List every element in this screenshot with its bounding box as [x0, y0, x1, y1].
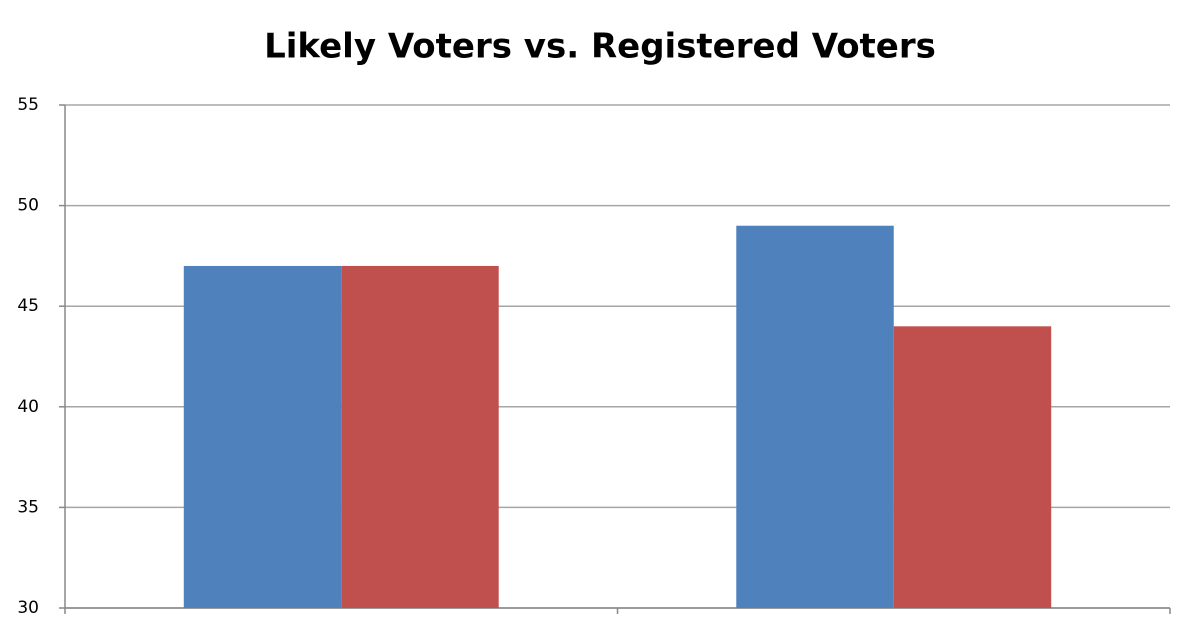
y-tick-label: 35 — [17, 497, 39, 517]
y-tick-label: 45 — [17, 296, 39, 316]
y-tick-label: 30 — [17, 598, 39, 618]
y-tick-label: 50 — [17, 196, 39, 216]
bar — [893, 326, 1052, 608]
bar — [736, 225, 894, 608]
y-tick-label: 55 — [17, 95, 39, 115]
y-tick-label: 40 — [17, 397, 39, 417]
bar — [341, 265, 499, 608]
bar — [183, 265, 342, 608]
chart-title: Likely Voters vs. Registered Voters — [264, 27, 936, 67]
